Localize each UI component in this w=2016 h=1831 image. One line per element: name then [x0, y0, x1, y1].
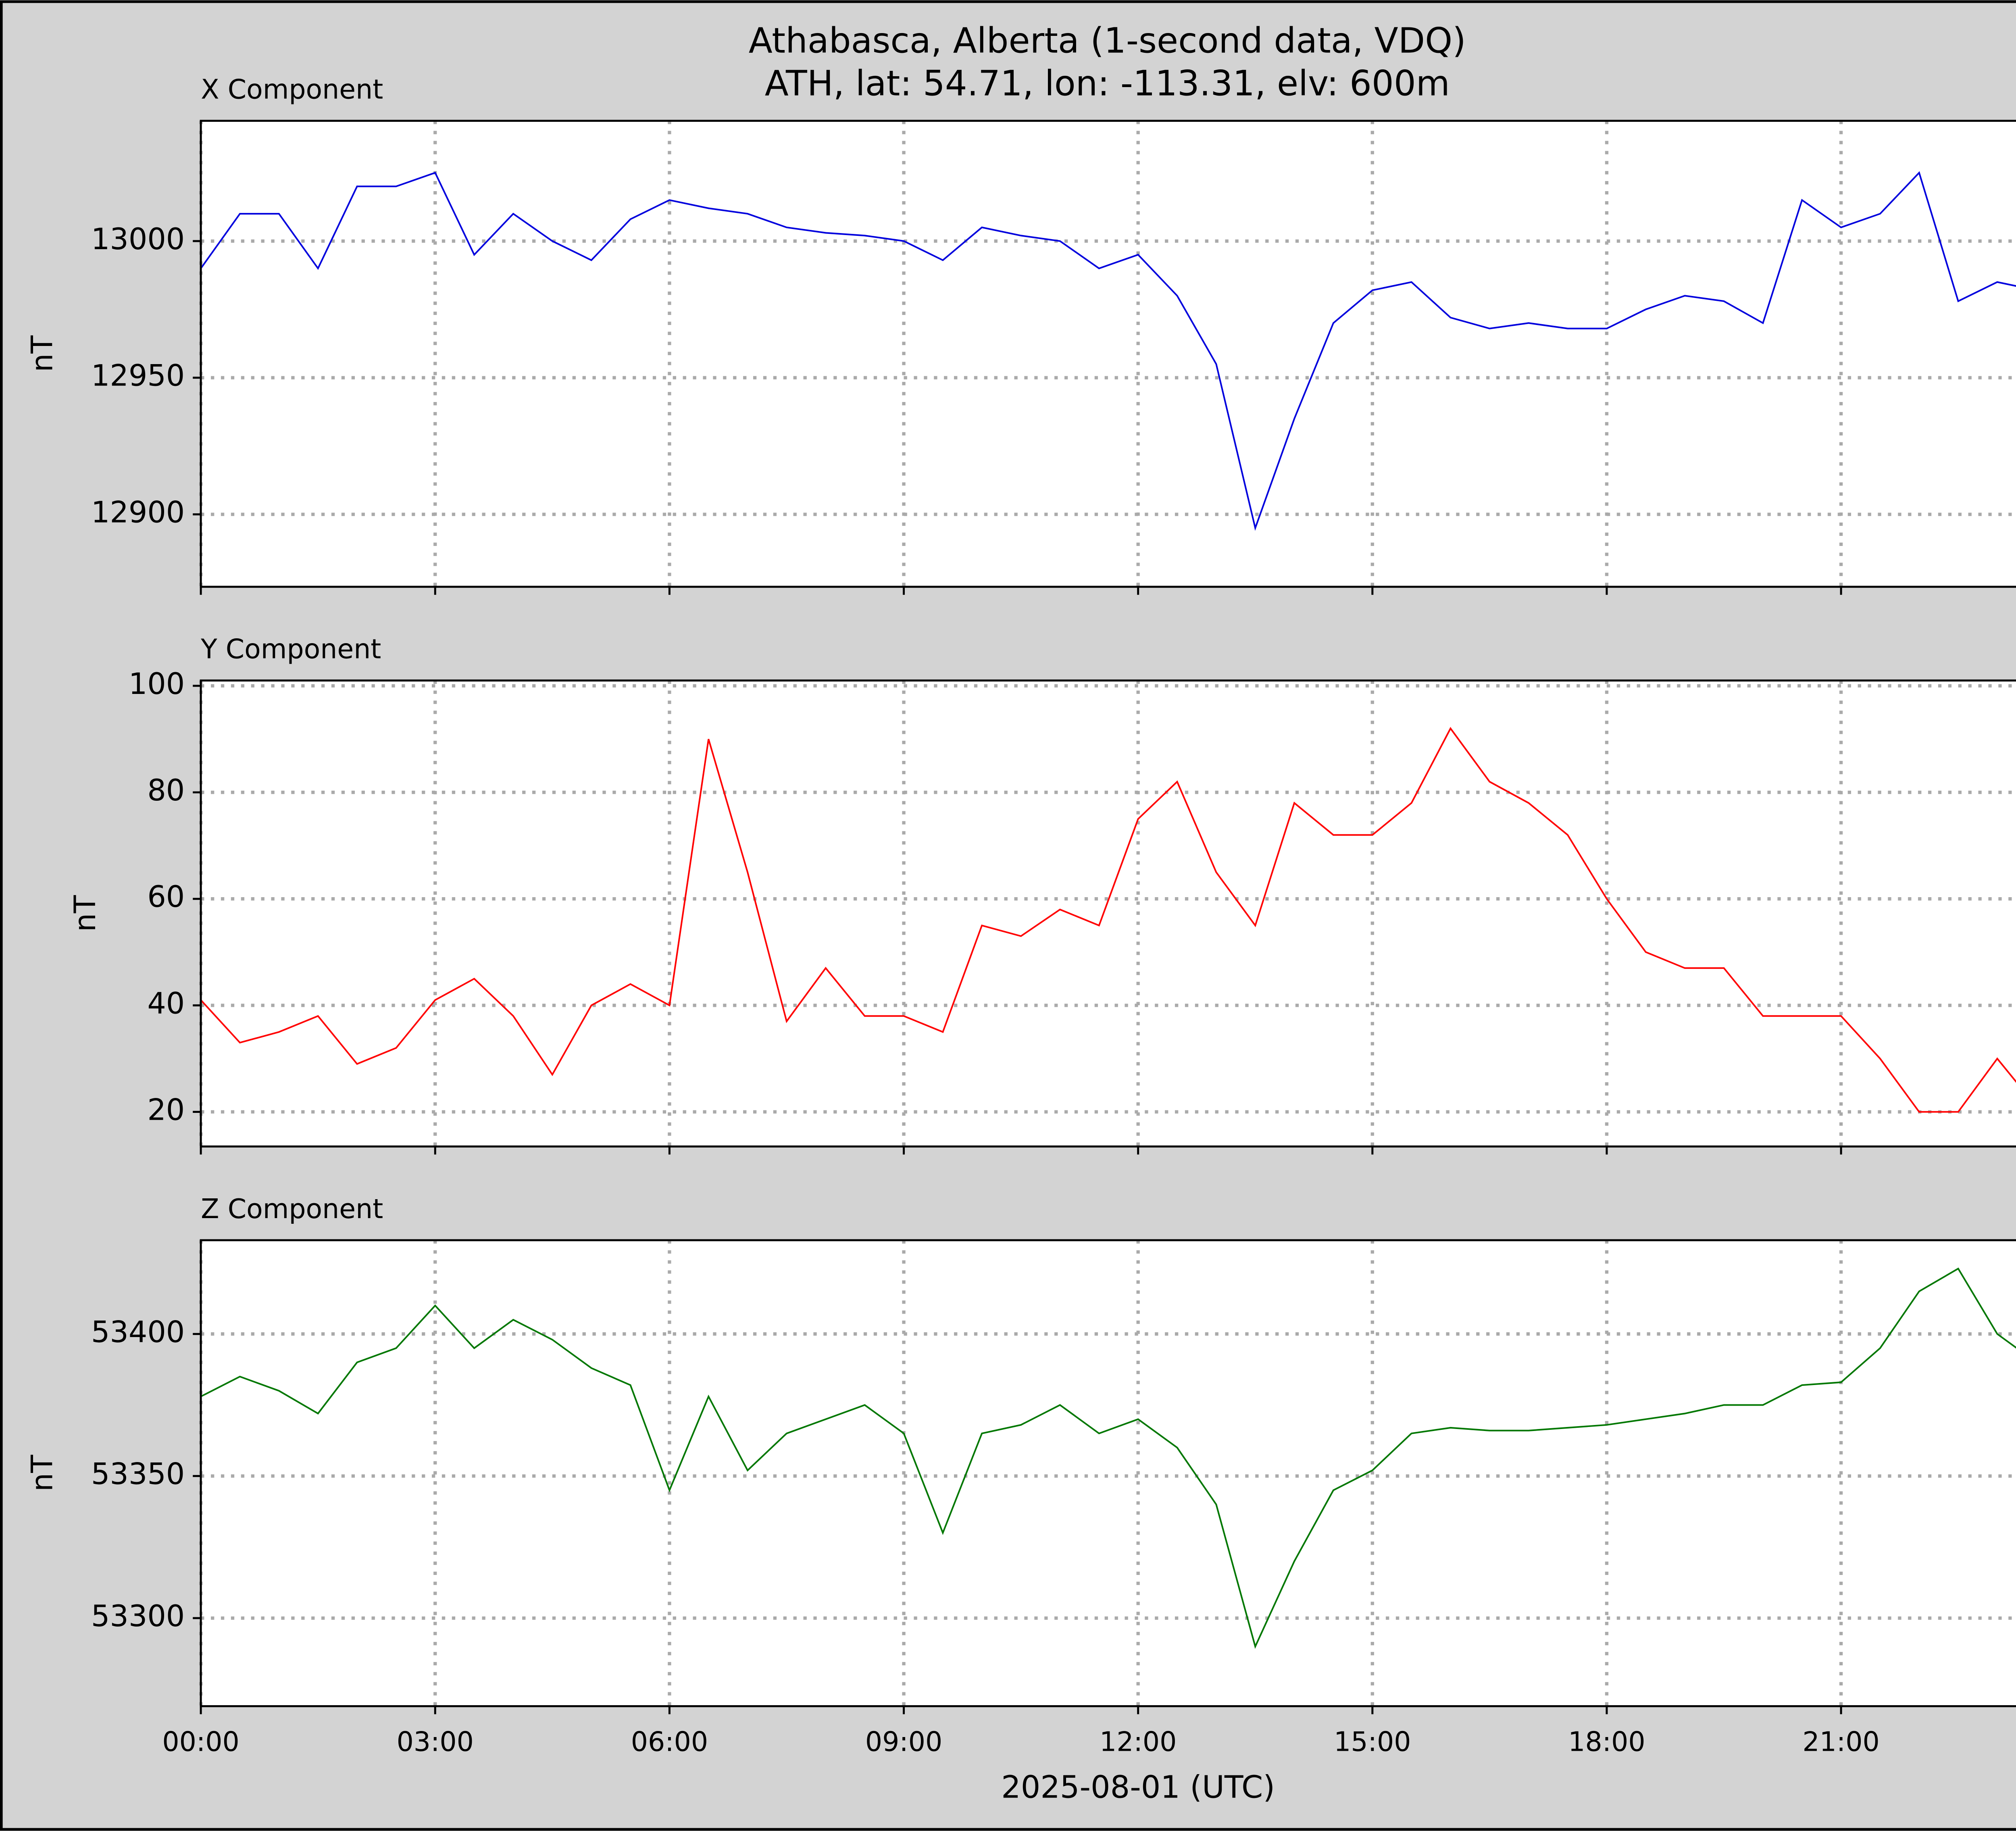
- x-axis-label: 2025-08-01 (UTC): [1001, 1769, 1275, 1805]
- plot-frame: [200, 120, 2016, 588]
- plot-area: [201, 680, 2016, 1147]
- y-tick-label: 13000: [91, 222, 185, 256]
- subplot-title: X Component: [201, 74, 383, 105]
- plot-area: [201, 1240, 2016, 1706]
- x-tick-label: 15:00: [1334, 1726, 1411, 1757]
- y-tick-label: 53400: [91, 1315, 185, 1349]
- x-tick-label: 09:00: [865, 1726, 942, 1757]
- y-tick-label: 53350: [91, 1457, 185, 1491]
- y-tick-label: 60: [147, 880, 185, 914]
- y-tick-label: 80: [147, 773, 185, 808]
- plot-frame: [200, 1239, 2016, 1707]
- data-line: [200, 727, 2016, 1113]
- x-tick-label: 06:00: [631, 1726, 708, 1757]
- y-axis-label: nT: [25, 1455, 60, 1491]
- subplot-title: Z Component: [201, 1193, 383, 1225]
- subplot-title: Y Component: [200, 633, 381, 665]
- x-tick-label: 03:00: [397, 1726, 474, 1757]
- y-tick-label: 20: [147, 1093, 185, 1127]
- data-line: [200, 171, 2016, 531]
- y-tick-label: 12900: [91, 496, 185, 530]
- x-tick-label: 00:00: [162, 1726, 239, 1757]
- x-tick-label: 12:00: [1100, 1726, 1177, 1757]
- title-line: ATH, lat: 54.71, lon: -113.31, elv: 600m: [765, 64, 1450, 104]
- data-line: [200, 1267, 2016, 1649]
- plot-frame: [200, 679, 2016, 1148]
- plot-area: [201, 121, 2016, 587]
- y-tick-label: 12950: [91, 359, 185, 393]
- y-axis-label: nT: [68, 895, 102, 932]
- y-tick-label: 100: [129, 667, 185, 701]
- y-tick-label: 40: [147, 986, 185, 1021]
- x-tick-label: 21:00: [1802, 1726, 1879, 1757]
- y-tick-label: 53300: [91, 1599, 185, 1633]
- y-axis-label: nT: [25, 335, 60, 372]
- x-tick-label: 18:00: [1568, 1726, 1645, 1757]
- title-line: Athabasca, Alberta (1-second data, VDQ): [749, 21, 1466, 61]
